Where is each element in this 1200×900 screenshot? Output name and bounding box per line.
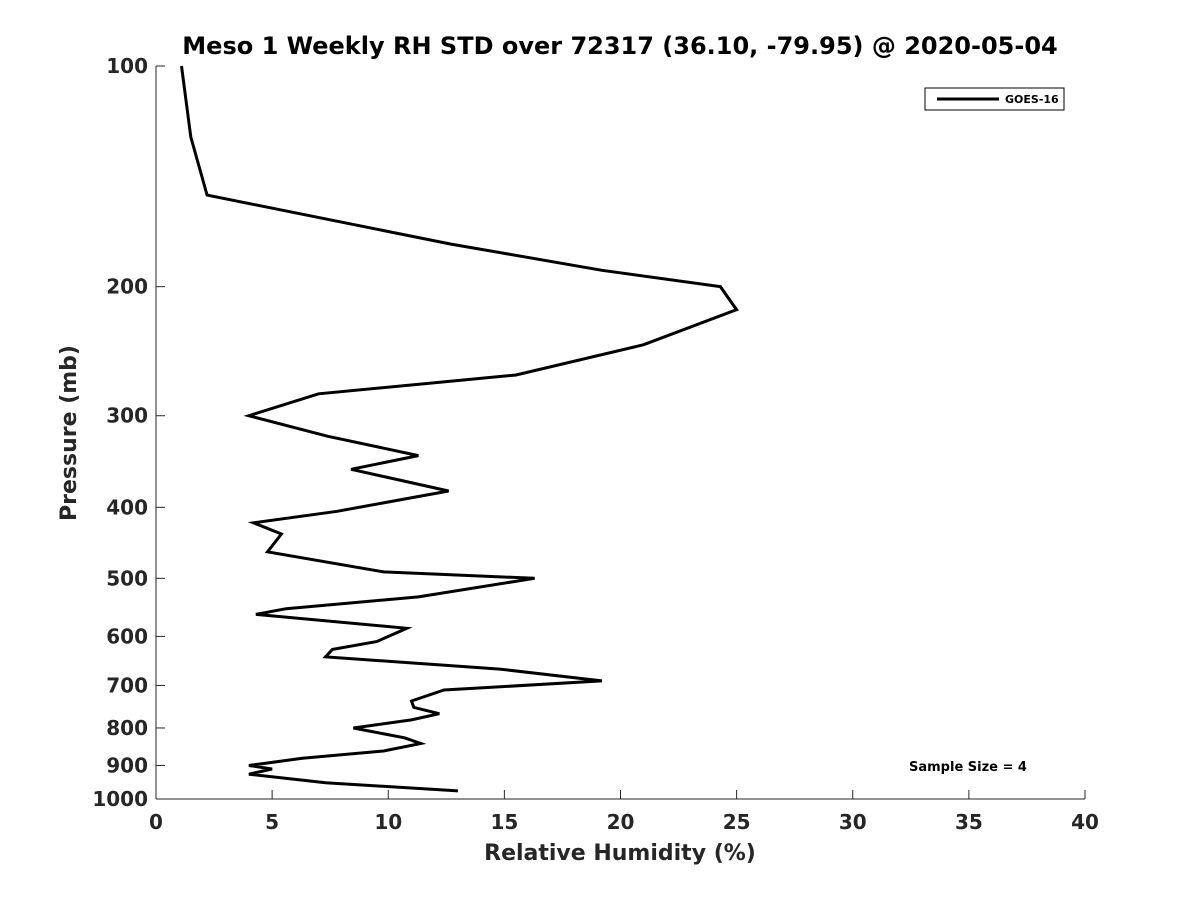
x-tick-label: 0	[149, 810, 163, 834]
legend: GOES-16	[924, 87, 1065, 111]
x-tick-label: 30	[839, 810, 867, 834]
y-tick-label: 400	[106, 495, 148, 519]
y-tick-label: 500	[106, 566, 148, 590]
y-tick-label: 700	[106, 673, 148, 697]
x-axis-label: Relative Humidity (%)	[484, 841, 756, 866]
x-tick-label: 25	[723, 810, 751, 834]
x-tick-label: 20	[607, 810, 635, 834]
sample-size-annotation: Sample Size = 4	[909, 760, 1027, 775]
x-tick-label: 40	[1071, 810, 1099, 834]
y-tick-label: 300	[106, 404, 148, 428]
x-tick-label: 15	[490, 810, 518, 834]
y-tick-label: 600	[106, 624, 148, 648]
x-tick-label: 5	[265, 810, 279, 834]
y-axis-label: Pressure (mb)	[57, 345, 82, 521]
legend-label-goes-16: GOES-16	[1005, 93, 1059, 106]
chart-title: Meso 1 Weekly RH STD over 72317 (36.10, …	[182, 32, 1057, 60]
x-tick-label: 35	[955, 810, 983, 834]
y-tick-label: 800	[106, 716, 148, 740]
series-line-goes-16	[180, 65, 739, 793]
y-tick-label: 100	[106, 54, 148, 78]
y-tick-label: 1000	[92, 787, 148, 811]
y-tick-label: 200	[106, 275, 148, 299]
x-tick-label: 10	[374, 810, 402, 834]
axes: 0 5 10 15 20 25 30 35 40 100 200 300 400 500 600 700 800…	[92, 54, 1099, 834]
series-layer	[180, 65, 739, 793]
y-tick-label: 900	[106, 753, 148, 777]
